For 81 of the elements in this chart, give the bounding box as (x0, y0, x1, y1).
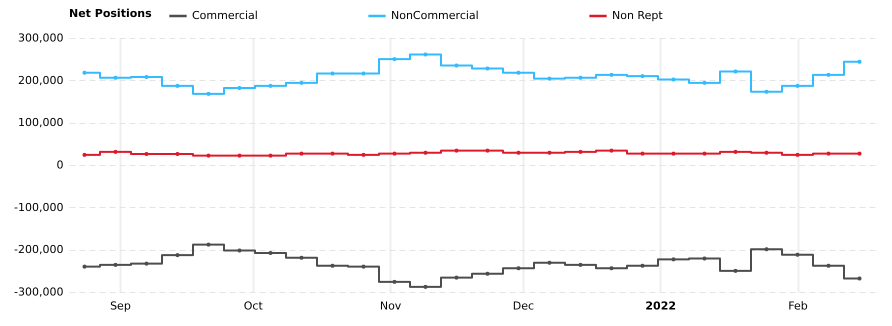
x-tick-label: Nov (380, 300, 402, 312)
point (548, 260, 552, 265)
point (144, 262, 148, 266)
point (640, 152, 644, 156)
point (578, 76, 582, 80)
x-tick-label: Dec (512, 300, 534, 312)
legend-label: NonCommercial (391, 9, 479, 22)
y-tick-label: 200,000 (18, 74, 64, 87)
point (610, 72, 614, 77)
point (300, 80, 304, 85)
point (454, 276, 458, 280)
point (486, 148, 490, 153)
point (672, 257, 676, 262)
point (702, 152, 706, 156)
y-tick-label: 0 (56, 158, 64, 172)
point (114, 76, 118, 80)
point (826, 152, 830, 156)
point (238, 154, 242, 158)
point (858, 152, 862, 156)
point (796, 152, 800, 157)
point (392, 57, 396, 62)
point (486, 272, 490, 276)
x-tick-label: Sep (110, 300, 131, 312)
point (548, 76, 552, 81)
point (796, 252, 800, 257)
x-tick-label: 2022 (645, 300, 676, 312)
point (206, 154, 210, 158)
point (610, 148, 614, 153)
point (392, 280, 396, 284)
point (424, 284, 428, 289)
point (362, 264, 366, 269)
point (858, 60, 862, 64)
y-tick-label: -300,000 (14, 286, 64, 298)
point (764, 247, 768, 252)
point (330, 152, 334, 156)
point (362, 152, 366, 157)
y-tick-label: -200,000 (14, 243, 64, 256)
point (114, 262, 118, 267)
point (268, 84, 272, 88)
point (578, 150, 582, 154)
point (454, 148, 458, 153)
y-tick-label: 300,000 (18, 32, 64, 44)
point (640, 264, 644, 268)
point (734, 268, 738, 273)
point (640, 74, 644, 78)
point (548, 150, 552, 155)
point (610, 266, 614, 270)
legend-label: Commercial (192, 9, 258, 22)
point (206, 92, 210, 96)
point (82, 70, 86, 75)
point (826, 264, 830, 268)
point (516, 70, 520, 75)
point (516, 150, 520, 155)
point (114, 150, 118, 154)
point (330, 264, 334, 268)
point (176, 253, 180, 258)
point (206, 242, 210, 247)
legend-label: Non Rept (612, 9, 664, 22)
point (796, 84, 800, 88)
point (300, 256, 304, 260)
point (858, 276, 862, 280)
point (826, 72, 830, 77)
y-tick-label: 100,000 (18, 116, 64, 130)
point (702, 80, 706, 85)
x-tick-label: Oct (244, 300, 264, 312)
point (82, 152, 86, 157)
point (764, 150, 768, 155)
point (176, 84, 180, 88)
point (516, 266, 520, 270)
x-tick-label: Feb (788, 300, 808, 312)
point (424, 150, 428, 155)
point (672, 152, 676, 156)
legend-title: Net Positions (69, 7, 152, 20)
point (82, 264, 86, 269)
point (578, 262, 582, 267)
point (392, 152, 396, 156)
point (764, 90, 768, 94)
point (268, 154, 272, 158)
point (734, 150, 738, 154)
point (300, 152, 304, 156)
y-tick-label: -100,000 (14, 200, 64, 214)
